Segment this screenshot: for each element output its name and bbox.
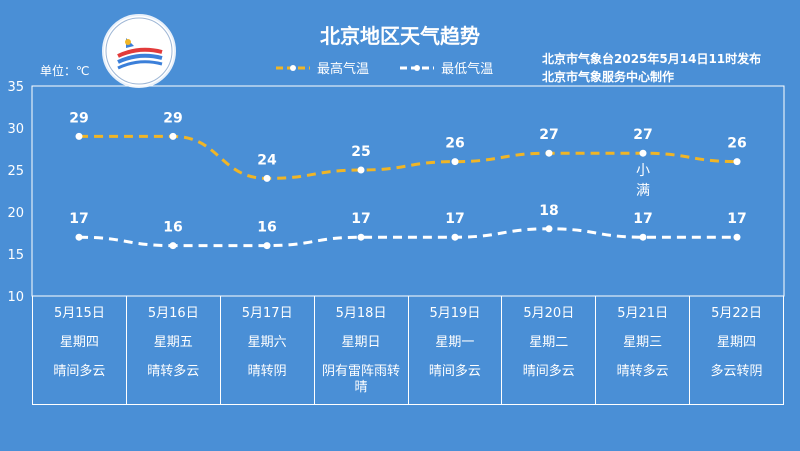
- forecast-wx: 晴转多云: [616, 364, 669, 379]
- y-tick-label: 35: [7, 80, 24, 95]
- chart-legend: 最高气温 最低气温: [275, 58, 519, 77]
- data-point-high: [169, 132, 177, 140]
- series-line-high: [79, 134, 738, 180]
- legend-high-label: 最高气温: [317, 62, 370, 77]
- data-label-low: 17: [445, 211, 464, 227]
- forecast-week: 星期五: [153, 335, 193, 350]
- legend-low: 最低气温: [399, 58, 493, 77]
- weather-service-emblem-icon: [102, 14, 176, 88]
- legend-high-swatch-icon: [276, 64, 310, 71]
- data-point-low: [75, 233, 83, 241]
- data-point-low: [451, 233, 459, 241]
- data-label-high: 26: [445, 136, 464, 152]
- data-point-low: [733, 233, 741, 241]
- data-point-low: [263, 242, 271, 250]
- data-label-high: 29: [69, 110, 88, 126]
- forecast-wx: 晴转多云: [147, 364, 200, 379]
- forecast-day-column: 5月19日星期一晴间多云: [409, 296, 503, 404]
- data-label-low: 17: [351, 211, 370, 227]
- data-point-high: [639, 149, 647, 157]
- data-point-low: [169, 242, 177, 250]
- forecast-week: 星期一: [435, 335, 475, 350]
- forecast-date: 5月15日: [54, 306, 105, 321]
- forecast-date: 5月21日: [617, 306, 669, 321]
- forecast-date: 5月20日: [523, 306, 575, 321]
- data-label-low: 18: [539, 203, 558, 219]
- forecast-date: 5月22日: [711, 306, 762, 321]
- forecast-wx: 晴转阴: [247, 364, 287, 379]
- forecast-day-column: 5月18日星期日阴有雷阵雨转晴: [315, 296, 409, 404]
- data-label-high: 27: [539, 127, 558, 143]
- forecast-wx: 多云转阴: [710, 364, 763, 379]
- data-label-low: 16: [163, 220, 182, 236]
- data-point-high: [545, 149, 553, 157]
- data-point-high: [75, 132, 83, 140]
- publisher-line-2: 北京市气象服务中心制作: [542, 70, 675, 84]
- forecast-week: 星期日: [341, 335, 381, 350]
- series-line-low: [78, 227, 738, 248]
- publisher-line-1: 北京市气象台2025年5月14日11时发布: [542, 52, 762, 66]
- plot-frame: [31, 85, 785, 297]
- forecast-week: 星期三: [623, 335, 663, 350]
- data-label-high: 27: [633, 127, 652, 143]
- legend-low-label: 最低气温: [441, 62, 494, 77]
- y-tick-label: 15: [7, 248, 24, 263]
- forecast-day-column: 5月21日星期三晴转多云: [596, 296, 691, 404]
- forecast-week: 星期四: [717, 335, 757, 350]
- data-point-high: [451, 158, 459, 166]
- data-label-high: 26: [727, 136, 746, 152]
- forecast-wx: 晴间多云: [522, 364, 575, 379]
- forecast-date: 5月19日: [429, 306, 481, 321]
- forecast-table: 5月15日 星期四 晴间多云 5月16日 星期五 晴转多云 5月17日 星期六 晴转阴 5月18日…: [32, 296, 784, 405]
- forecast-day-column: 5月15日星期四晴间多云: [32, 296, 127, 404]
- data-label-low: 16: [257, 220, 276, 236]
- y-tick-label: 30: [7, 122, 24, 137]
- data-label-high: 25: [351, 144, 370, 160]
- data-point-high: [733, 158, 741, 166]
- data-point-low: [639, 233, 647, 241]
- data-point-low: [357, 233, 365, 241]
- y-tick-label: 20: [7, 206, 24, 221]
- forecast-week: 星期六: [247, 335, 287, 350]
- forecast-wx: 阴有雷阵雨转晴: [322, 364, 401, 395]
- legend-low-swatch-icon: [400, 64, 435, 71]
- data-point-high: [263, 174, 271, 182]
- forecast-day-column: 5月17日星期六晴转阴: [221, 296, 315, 404]
- y-tick-label: 25: [7, 164, 24, 179]
- data-label-high: 29: [163, 110, 182, 126]
- data-label-low: 17: [69, 211, 88, 227]
- data-label-low: 17: [633, 211, 652, 227]
- solar-term-annotation: 小满: [636, 163, 650, 199]
- forecast-week: 星期二: [529, 335, 569, 350]
- forecast-week: 星期四: [59, 335, 99, 350]
- unit-label: 单位：℃: [40, 64, 90, 78]
- data-point-high: [357, 166, 365, 174]
- forecast-date: 5月16日: [147, 306, 199, 321]
- forecast-day-column: 5月22日星期四多云转阴: [690, 296, 784, 404]
- forecast-date: 5月18日: [335, 306, 387, 321]
- legend-high: 最高气温: [275, 58, 369, 77]
- data-label-low: 17: [727, 211, 746, 227]
- forecast-day-column: 5月20日星期二晴间多云: [502, 296, 597, 404]
- forecast-wx: 晴间多云: [428, 364, 481, 379]
- forecast-day-column: 5月16日星期五晴转多云: [127, 296, 221, 404]
- page-title: 北京地区天气趋势: [320, 24, 480, 48]
- y-tick-label: 10: [7, 290, 24, 305]
- forecast-wx: 晴间多云: [53, 364, 106, 379]
- data-point-low: [545, 225, 553, 233]
- data-label-high: 24: [257, 152, 277, 168]
- forecast-date: 5月17日: [241, 306, 293, 321]
- publisher-info: 北京市气象台2025年5月14日11时发布 北京市气象服务中心制作: [542, 50, 778, 86]
